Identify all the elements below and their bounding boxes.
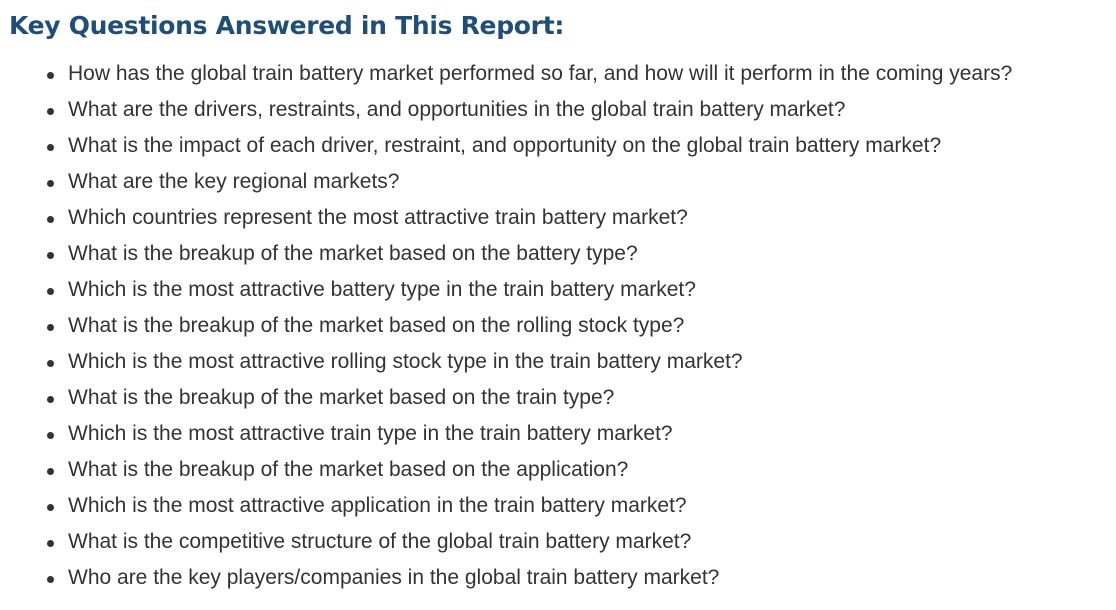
- question-item: What is the breakup of the market based …: [0, 236, 1012, 272]
- question-item: How has the global train battery market …: [0, 56, 1012, 92]
- question-item: What is the breakup of the market based …: [0, 452, 1012, 488]
- question-item: What are the drivers, restraints, and op…: [0, 92, 1012, 128]
- question-item: What are the key regional markets?: [0, 164, 1012, 200]
- question-item: Which countries represent the most attra…: [0, 200, 1012, 236]
- question-item: What is the competitive structure of the…: [0, 524, 1012, 560]
- question-item: What is the breakup of the market based …: [0, 308, 1012, 344]
- question-item: Which is the most attractive battery typ…: [0, 272, 1012, 308]
- question-item: Which is the most attractive train type …: [0, 416, 1012, 452]
- section-heading: Key Questions Answered in This Report:: [9, 11, 565, 40]
- question-item: What is the impact of each driver, restr…: [0, 128, 1012, 164]
- question-item: Which is the most attractive application…: [0, 488, 1012, 524]
- question-item: What is the breakup of the market based …: [0, 380, 1012, 416]
- question-item: Which is the most attractive rolling sto…: [0, 344, 1012, 380]
- questions-list: How has the global train battery market …: [0, 56, 1012, 596]
- question-item: Who are the key players/companies in the…: [0, 560, 1012, 596]
